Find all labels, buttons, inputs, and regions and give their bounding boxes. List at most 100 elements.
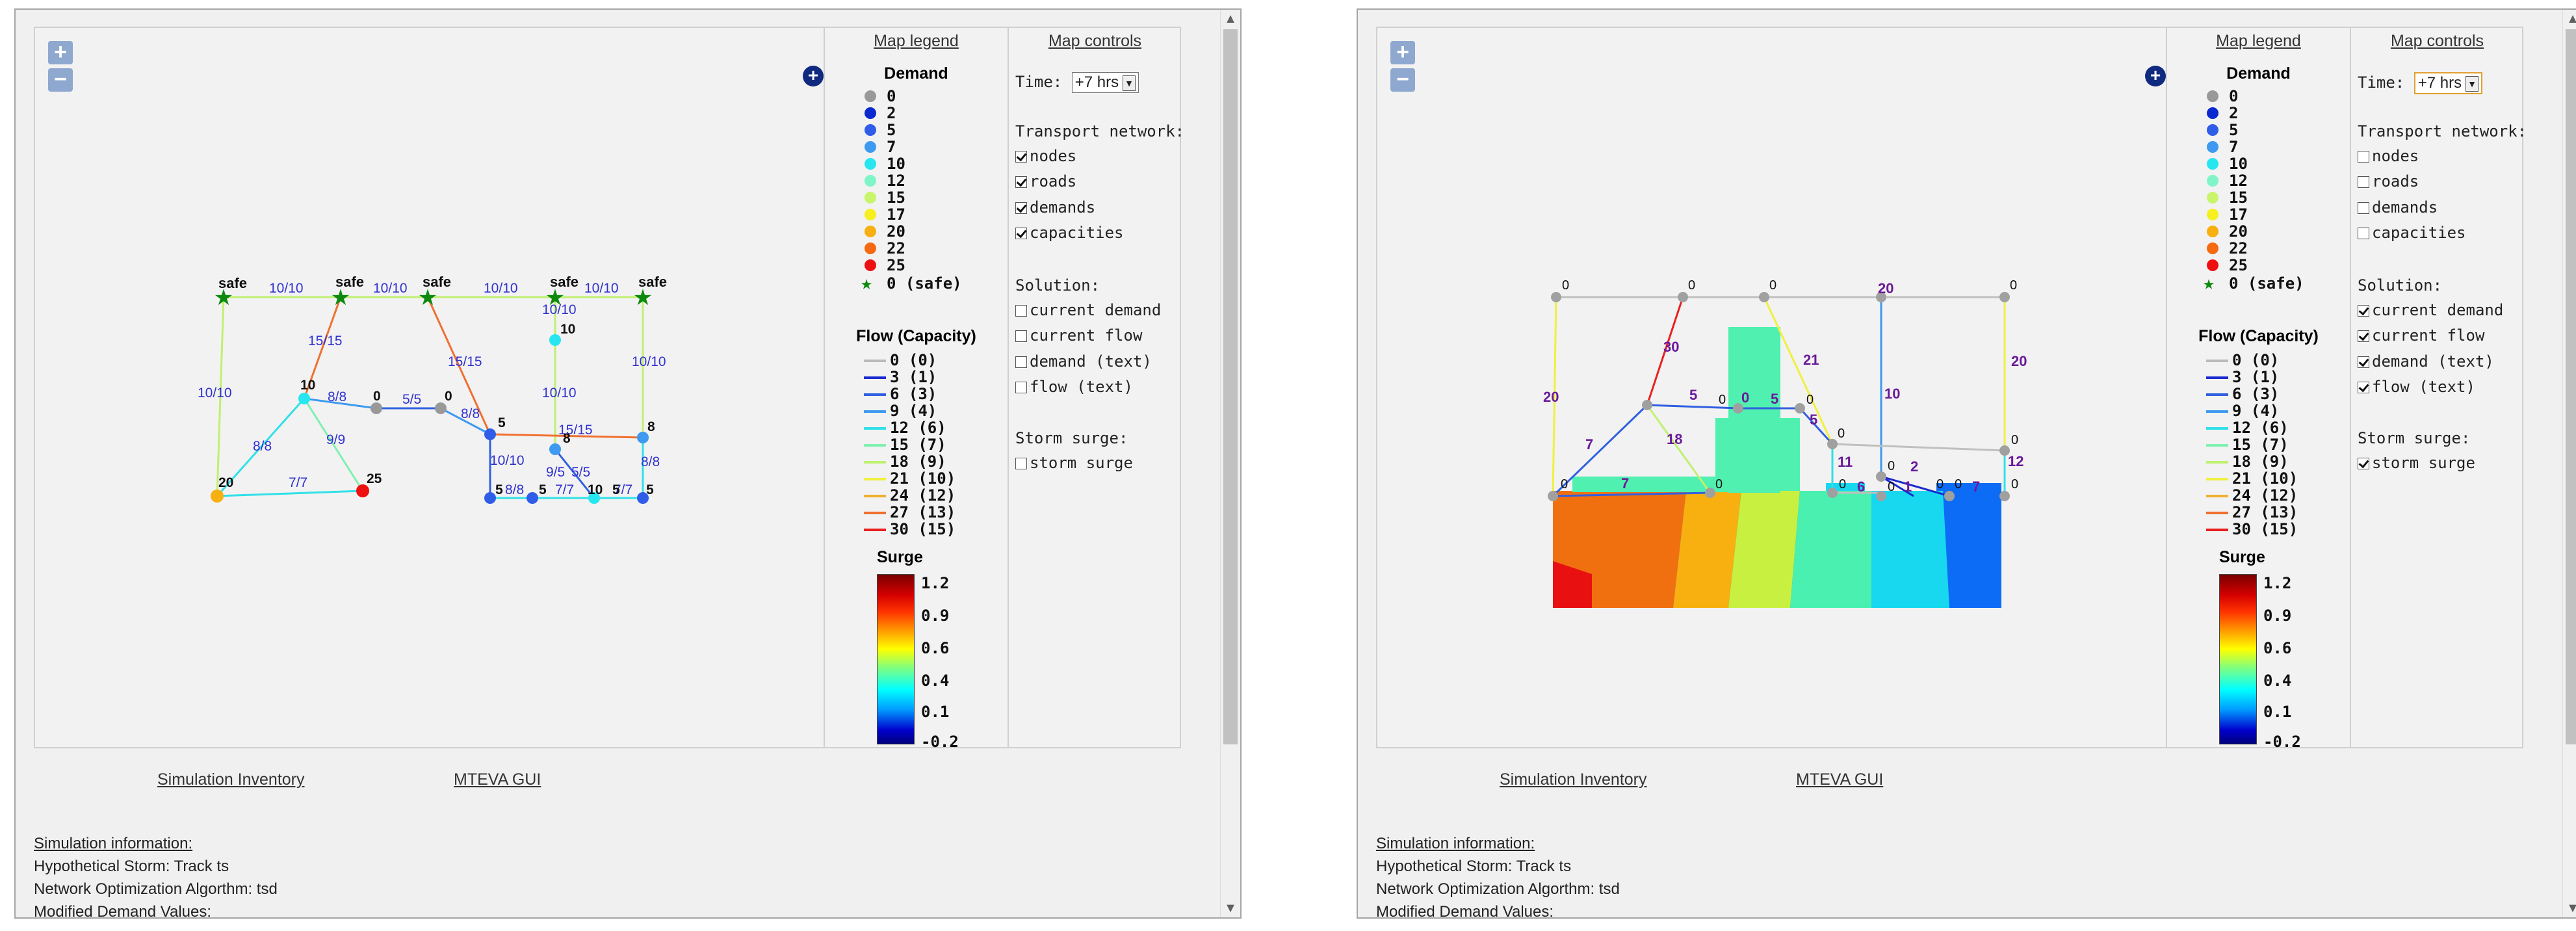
checkbox-flow-text[interactable]: flow (text) — [2358, 378, 2475, 396]
node[interactable] — [1642, 400, 1652, 410]
node[interactable] — [1795, 403, 1805, 413]
checkbox-current-flow[interactable]: current flow — [2358, 326, 2484, 345]
checkbox-flow-text[interactable]: flow (text) — [1015, 378, 1133, 396]
checkbox-storm-surge[interactable]: storm surge — [2358, 454, 2475, 472]
node[interactable] — [588, 492, 600, 504]
time-select[interactable]: +7 hrs ▼ — [2413, 72, 2483, 94]
checkbox-demands[interactable]: demands — [2358, 198, 2438, 216]
checkbox-current-demand[interactable]: current demand — [2358, 301, 2503, 319]
road — [303, 296, 342, 399]
node[interactable] — [1551, 292, 1561, 302]
node[interactable] — [1999, 292, 2010, 302]
scroll-thumb[interactable] — [2566, 29, 2576, 744]
node[interactable] — [527, 492, 538, 504]
node[interactable] — [1876, 491, 1886, 501]
solution-label: Solution: — [1015, 276, 1100, 295]
node[interactable] — [435, 402, 447, 414]
node[interactable] — [1705, 488, 1715, 498]
node[interactable] — [1678, 292, 1688, 302]
flow-text: 5 — [1689, 387, 1697, 403]
surge-scale-label: 0.1 — [921, 703, 950, 721]
surge-scale-label: 0.4 — [2263, 672, 2292, 690]
node[interactable] — [1876, 292, 1886, 302]
demand-legend-item: 17 — [2207, 206, 2248, 223]
simulation-inventory-link[interactable]: Simulation Inventory — [1500, 770, 1647, 789]
checkbox-storm-surge[interactable]: storm surge — [1015, 454, 1133, 472]
node[interactable] — [1944, 491, 1955, 501]
demand-text: 0 — [1715, 477, 1723, 492]
checkbox-nodes[interactable]: nodes — [2358, 147, 2419, 165]
simulation-inventory-link[interactable]: Simulation Inventory — [157, 770, 305, 789]
road — [216, 296, 225, 497]
controls-title: Map controls — [1048, 32, 1142, 50]
node[interactable] — [1827, 439, 1838, 449]
checkbox-capacities[interactable]: capacities — [2358, 224, 2466, 242]
demand-legend-item: 20 — [2207, 223, 2248, 240]
node[interactable] — [1733, 403, 1743, 413]
demand-text: 0 — [1719, 393, 1726, 407]
demand-text: 0 — [1839, 477, 1846, 492]
node[interactable] — [484, 428, 496, 440]
demand-label: 10 — [560, 322, 575, 337]
mteva-gui-link[interactable]: MTEVA GUI — [1796, 770, 1884, 789]
road — [554, 449, 595, 499]
layer-switcher-icon[interactable]: + — [803, 66, 824, 86]
surge-scale-label: 0.9 — [921, 607, 950, 625]
mteva-gui-link[interactable]: MTEVA GUI — [454, 770, 541, 789]
map-viewport[interactable]: + − + — [35, 28, 825, 747]
checkbox-current-demand[interactable]: current demand — [1015, 301, 1161, 319]
node[interactable] — [1876, 471, 1886, 482]
map-viewport[interactable]: + − + — [1377, 28, 2167, 747]
node[interactable] — [1999, 445, 2010, 456]
node[interactable] — [211, 490, 224, 503]
flow-text: 18 — [1667, 431, 1682, 447]
capacity-label: 5/5 — [571, 465, 590, 480]
node[interactable] — [549, 443, 561, 455]
zoom-in-button[interactable]: + — [1390, 41, 1415, 64]
checkbox-nodes[interactable]: nodes — [1015, 147, 1076, 165]
zoom-out-button[interactable]: − — [48, 68, 73, 92]
scroll-thumb[interactable] — [1223, 29, 1238, 744]
node[interactable] — [1759, 292, 1769, 302]
time-select[interactable]: +7 hrs ▼ — [1071, 72, 1139, 93]
info-modified: Modified Demand Values: — [1376, 903, 1554, 919]
demand-text: 0 — [2011, 477, 2018, 492]
node[interactable] — [298, 393, 310, 404]
capacity-label: 10/10 — [373, 281, 408, 296]
checkbox-roads[interactable]: roads — [1015, 172, 1076, 190]
checkbox-demands[interactable]: demands — [1015, 198, 1095, 216]
checkbox-capacities[interactable]: capacities — [1015, 224, 1124, 242]
checkbox-current-flow[interactable]: current flow — [1015, 326, 1142, 345]
node[interactable] — [549, 334, 561, 346]
time-control: Time: +7 hrs ▼ — [1015, 72, 1139, 93]
surge-network-map: 0 0 0 0 0 0 0 20 30 21 20 20 10 5 — [1543, 278, 2027, 608]
capacity-label: 8/8 — [641, 454, 660, 469]
node[interactable] — [637, 492, 649, 504]
checkbox-demand-text[interactable]: demand (text) — [1015, 352, 1152, 371]
node[interactable] — [1548, 491, 1558, 501]
time-control: Time: +7 hrs ▼ — [2358, 72, 2483, 94]
surge-scale-label: -0.2 — [921, 733, 959, 751]
vertical-scrollbar[interactable]: ▲ ▼ — [2562, 10, 2576, 917]
flow-legend-item: 30 (15) — [864, 521, 956, 538]
checkbox-roads[interactable]: roads — [2358, 172, 2419, 190]
zoom-in-button[interactable]: + — [48, 41, 73, 64]
vertical-scrollbar[interactable]: ▲ ▼ — [1220, 10, 1240, 917]
node[interactable] — [1827, 488, 1838, 498]
flow-text: 20 — [1543, 389, 1559, 405]
capacity-label: 7/7 — [289, 475, 307, 490]
map-legend: Map legend Demand 0 2 5 7 10 12 15 17 20… — [825, 28, 1009, 751]
node[interactable] — [484, 492, 496, 504]
demand-legend-item: 22 — [2207, 240, 2248, 257]
node[interactable] — [356, 484, 369, 497]
checkbox-demand-text[interactable]: demand (text) — [2358, 352, 2494, 371]
demand-label: 10 — [300, 378, 315, 393]
node[interactable] — [1999, 491, 2010, 501]
node[interactable] — [637, 432, 649, 443]
flow-text: 5 — [1810, 412, 1817, 428]
demand-text: 0 — [1561, 477, 1568, 492]
zoom-out-button[interactable]: − — [1390, 68, 1415, 92]
node[interactable] — [371, 402, 382, 414]
layer-switcher-icon[interactable]: + — [2145, 66, 2166, 86]
demand-legend-item: 15 — [2207, 189, 2248, 206]
